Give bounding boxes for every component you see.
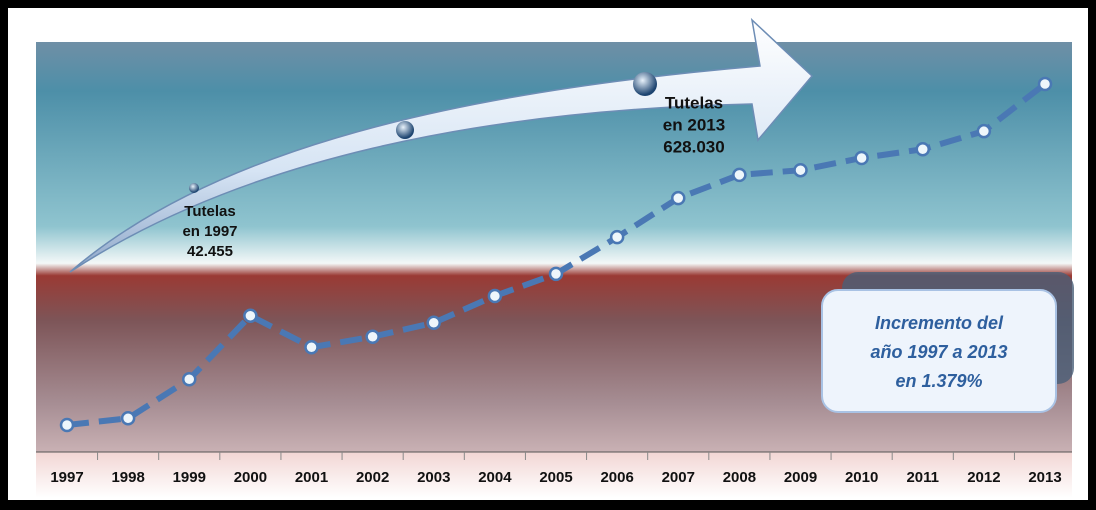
x-tick-label: 2012	[967, 469, 1000, 486]
axis-band	[36, 452, 1072, 498]
data-point	[976, 123, 992, 139]
data-point	[793, 162, 808, 178]
annotation: Tutelas	[665, 93, 723, 112]
annotation: Tutelas	[184, 203, 235, 220]
decoration	[396, 121, 414, 139]
annotation: en 2013	[663, 115, 725, 134]
x-tick-label: 2011	[906, 469, 939, 486]
x-tick-label: 2001	[295, 469, 328, 486]
data-point	[59, 417, 75, 433]
data-point	[243, 308, 258, 324]
x-tick-label: 2004	[478, 469, 512, 486]
data-point	[671, 190, 686, 206]
data-point	[548, 266, 564, 282]
trend-arrow	[69, 17, 814, 273]
annotation: 42.455	[187, 243, 233, 260]
annotation: 628.030	[663, 137, 724, 156]
callout-box	[821, 289, 1057, 413]
data-point	[854, 150, 869, 166]
data-point	[304, 339, 319, 355]
x-tick-label: 2003	[417, 469, 450, 486]
x-tick-label: 2000	[234, 469, 267, 486]
callout-text: año 1997 a 2013	[870, 342, 1007, 362]
x-tick-label: 2005	[539, 469, 572, 486]
data-point	[426, 315, 441, 331]
x-tick-label: 2010	[845, 469, 878, 486]
callout-text: Incremento del	[875, 313, 1004, 333]
x-tick-label: 2002	[356, 469, 389, 486]
data-point	[1037, 76, 1053, 92]
x-tick-label: 1997	[50, 469, 83, 486]
data-point	[732, 167, 747, 183]
x-tick-label: 2009	[784, 469, 817, 486]
data-point	[609, 229, 625, 245]
x-tick-label: 2013	[1028, 469, 1061, 486]
data-point	[487, 288, 503, 304]
decoration	[633, 72, 657, 96]
x-tick-label: 2008	[723, 469, 756, 486]
callout-text: en 1.379%	[895, 371, 982, 391]
data-layer: 1997 1998 1999 2000 2001 2002 2003 2004 2005 2006…	[50, 76, 1062, 486]
x-tick-label: 1998	[111, 469, 144, 486]
data-point	[915, 141, 930, 157]
data-point	[365, 329, 380, 345]
x-tick-label: 2007	[662, 469, 695, 486]
data-point	[120, 411, 136, 426]
data-point	[182, 372, 197, 387]
annotation: en 1997	[182, 223, 237, 240]
x-tick-label: 1999	[173, 469, 206, 486]
decoration	[189, 183, 199, 193]
x-tick-label: 2006	[600, 469, 633, 486]
